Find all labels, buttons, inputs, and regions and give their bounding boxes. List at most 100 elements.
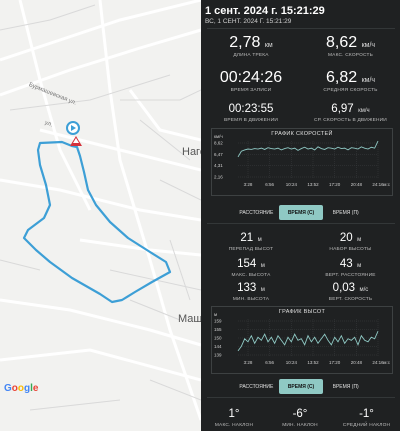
- track-stats-panel[interactable]: 1 сент. 2024 г. 15:21:29 ВС, 1 СЕНТ. 202…: [201, 0, 400, 431]
- elev-mode-time-p-tab[interactable]: ВРЕМЯ (П): [332, 384, 359, 390]
- map-canvas: [0, 0, 201, 421]
- max-speed-label: МАКС. СКОРОСТЬ: [327, 53, 373, 58]
- track-length-unit: км: [264, 42, 273, 49]
- elevation-chart-x-unit: м:с: [383, 360, 390, 365]
- track-length-stat: 2,78 км ДЛИНА ТРЕКА: [201, 34, 301, 58]
- elevation-chart-mode-selector[interactable]: РАССТОЯНИЕ ВРЕМЯ (С) ВРЕМЯ (П): [234, 379, 368, 394]
- speed-chart-x-tick: 3:28: [244, 182, 253, 187]
- avg-incline-stat: -1° СРЕДНИЙ НАКЛОН: [333, 404, 400, 428]
- vertical-distance-stat: 43 м ВЕРТ. РАССТОЯНИЕ: [301, 254, 400, 278]
- min-incline-stat: -6° МИН. НАКЛОН: [267, 404, 333, 428]
- avg-speed-stat: 6,82 км/ч СРЕДНЯЯ СКОРОСТЬ: [301, 69, 400, 93]
- speed-chart-y-tick: 2,16: [214, 175, 223, 180]
- vertical-speed-unit: м/с: [359, 287, 369, 293]
- max-incline-stat: 1° МАКС. НАКЛОН: [201, 404, 267, 428]
- max-speed-value: 8,62: [325, 34, 358, 51]
- elevation-chart-x-tick: 17:20: [329, 360, 341, 365]
- max-incline-value: 1°: [228, 408, 240, 420]
- elevation-gain-stat: 20 м НАБОР ВЫСОТЫ: [301, 228, 400, 252]
- elevation-chart-y-tick: 150: [214, 336, 222, 341]
- elevation-chart[interactable]: ГРАФИК ВЫСОТ м 159 155 150 144 139 3:28 6:56 10:…: [211, 306, 393, 374]
- speed-chart-y-unit: км/ч: [214, 134, 223, 139]
- speed-chart-mode-selector[interactable]: РАССТОЯНИЕ ВРЕМЯ (С) ВРЕМЯ (П): [234, 205, 368, 220]
- section-divider: [207, 223, 395, 224]
- speed-chart-y-tick: 6,47: [214, 152, 223, 157]
- max-incline-label: МАКС. НАКЛОН: [214, 423, 254, 428]
- max-speed-unit: км/ч: [361, 42, 376, 49]
- section-divider-2: [207, 397, 395, 398]
- vertical-speed-stat: 0,03 м/с ВЕРТ. СКОРОСТЬ: [301, 278, 400, 302]
- vertical-speed-label: ВЕРТ. СКОРОСТЬ: [328, 297, 373, 302]
- elevation-chart-series-line: [237, 330, 379, 352]
- elev-mode-time-s-tab[interactable]: ВРЕМЯ (С): [278, 379, 324, 394]
- speed-chart-x-tick: 6:56: [265, 182, 274, 187]
- elevation-chart-y-tick: 155: [214, 327, 222, 332]
- elevation-gain-value: 20: [339, 232, 353, 244]
- min-incline-value: -6°: [292, 408, 308, 420]
- start-marker-icon[interactable]: [66, 121, 80, 135]
- map-minor-roads: [0, 4, 201, 411]
- elevation-drop-value: 21: [240, 232, 254, 244]
- vertical-speed-value: 0,03: [332, 282, 356, 294]
- speed-chart-x-unit: м:с: [383, 182, 390, 187]
- moving-time-stat: 00:23:55 ВРЕМЯ В ДВИЖЕНИИ: [201, 99, 301, 123]
- avg-moving-speed-label: СР. СКОРОСТЬ В ДВИЖЕНИИ: [314, 118, 387, 123]
- max-altitude-stat: 154 м МАКС. ВЫСОТА: [201, 254, 301, 278]
- avg-moving-speed-stat: 6,97 км/ч СР. СКОРОСТЬ В ДВИЖЕНИИ: [301, 99, 400, 123]
- elevation-chart-x-tick: 10:24: [286, 360, 298, 365]
- elevation-chart-x-tick: 20:48: [351, 360, 363, 365]
- avg-incline-label: СРЕДНИЙ НАКЛОН: [342, 423, 391, 428]
- min-altitude-value: 133: [237, 282, 257, 294]
- record-time-value: 00:24:26: [219, 69, 283, 86]
- avg-speed-value: 6,82: [325, 69, 358, 86]
- record-time-label: ВРЕМЯ ЗАПИСИ: [230, 88, 272, 93]
- speed-chart-y-tick: 4,31: [214, 163, 223, 168]
- elevation-drop-unit: м: [257, 237, 262, 243]
- elevation-chart-x-tick: 24:16: [372, 360, 384, 365]
- speed-chart[interactable]: ГРАФИК СКОРОСТЕЙ км/ч 8,62 6,47 4,31 2,16 3:2…: [211, 128, 393, 196]
- speed-mode-time-p-tab[interactable]: ВРЕМЯ (П): [332, 210, 359, 216]
- max-altitude-value: 154: [237, 258, 257, 270]
- min-incline-label: МИН. НАКЛОН: [282, 423, 318, 428]
- track-subtitle: ВС, 1 СЕНТ. 2024 Г. 15:21:29: [205, 18, 292, 25]
- map-place-label: Наго: [182, 146, 201, 158]
- speed-mode-time-s-tab[interactable]: ВРЕМЯ (С): [278, 205, 324, 220]
- elevation-chart-y-tick: 159: [214, 319, 222, 324]
- elevation-chart-x-tick: 6:56: [265, 360, 274, 365]
- track-length-label: ДЛИНА ТРЕКА: [233, 53, 269, 58]
- map-place-label-2: Машк: [178, 313, 201, 325]
- speed-chart-y-tick: 8,62: [214, 141, 223, 146]
- track-path: [22, 140, 172, 304]
- elev-mode-distance-tab[interactable]: РАССТОЯНИЕ: [239, 384, 274, 390]
- end-marker-icon[interactable]: [70, 136, 82, 146]
- elevation-drop-stat: 21 м ПЕРЕПАД ВЫСОТ: [201, 228, 301, 252]
- speed-chart-x-tick: 24:16: [372, 182, 384, 187]
- max-speed-stat: 8,62 км/ч МАКС. СКОРОСТЬ: [301, 34, 400, 58]
- max-altitude-unit: м: [260, 263, 265, 269]
- max-altitude-label: МАКС. ВЫСОТА: [231, 273, 271, 278]
- elevation-chart-y-unit: м: [214, 312, 217, 317]
- speed-chart-x-tick: 17:20: [329, 182, 341, 187]
- speed-chart-title: ГРАФИК СКОРОСТЕЙ: [271, 131, 333, 137]
- elevation-drop-label: ПЕРЕПАД ВЫСОТ: [228, 247, 274, 252]
- elevation-chart-title: ГРАФИК ВЫСОТ: [278, 309, 326, 315]
- speed-chart-series-line: [237, 140, 379, 158]
- elevation-chart-x-tick: 3:28: [244, 360, 253, 365]
- elevation-chart-y-tick: 144: [214, 344, 222, 349]
- vertical-distance-unit: м: [357, 263, 362, 269]
- route-map[interactable]: Бурмашевская ул. ул. Наго Машк Google: [0, 0, 201, 431]
- map-roads: [0, 0, 201, 421]
- elevation-chart-x-tick: 13:52: [307, 360, 319, 365]
- speed-mode-distance-tab[interactable]: РАССТОЯНИЕ: [239, 210, 274, 216]
- min-altitude-unit: м: [260, 287, 265, 293]
- speed-chart-x-tick: 20:48: [351, 182, 363, 187]
- moving-time-label: ВРЕМЯ В ДВИЖЕНИИ: [223, 118, 278, 123]
- elevation-gain-unit: м: [357, 237, 362, 243]
- avg-speed-label: СРЕДНЯЯ СКОРОСТЬ: [323, 88, 378, 93]
- vertical-distance-label: ВЕРТ. РАССТОЯНИЕ: [325, 273, 376, 278]
- speed-chart-x-tick: 10:24: [286, 182, 298, 187]
- track-title: 1 сент. 2024 г. 15:21:29: [205, 5, 325, 17]
- avg-moving-speed-value: 6,97: [331, 103, 354, 115]
- avg-speed-unit: км/ч: [361, 77, 376, 84]
- track-length-value: 2,78: [229, 34, 261, 51]
